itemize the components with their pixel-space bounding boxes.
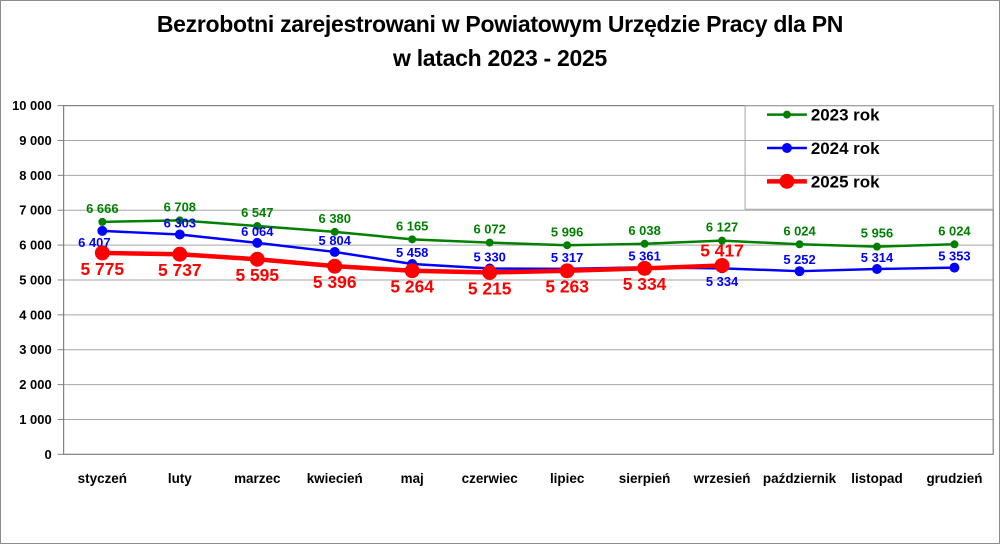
y-axis-tick-label: 2 000 [19, 377, 51, 392]
data-label: 5 595 [235, 265, 279, 285]
data-point [795, 240, 804, 249]
chart-title-line1: Bezrobotni zarejestrowani w Powiatowym U… [156, 11, 844, 37]
data-label: 6 380 [319, 211, 351, 226]
data-point [482, 265, 498, 280]
y-axis-tick-label: 6 000 [19, 238, 51, 253]
y-axis-tick-label: 9 000 [19, 133, 51, 148]
data-label: 5 263 [545, 277, 589, 297]
data-point [330, 227, 339, 236]
legend-label: 2024 rok [811, 139, 880, 158]
legend-box [744, 105, 994, 210]
data-label: 5 353 [938, 249, 970, 264]
data-label: 5 417 [700, 240, 744, 260]
data-label: 6 024 [783, 223, 816, 238]
x-axis-label: lipiec [550, 471, 585, 486]
data-label: 6 038 [628, 223, 660, 238]
y-axis-tick-label: 0 [44, 447, 51, 462]
data-point [404, 263, 420, 279]
data-label: 5 334 [623, 274, 667, 294]
data-label: 5 804 [319, 233, 352, 248]
data-point [174, 229, 185, 240]
data-label: 6 127 [706, 220, 738, 235]
data-point [98, 217, 107, 226]
data-label: 5 996 [551, 224, 583, 239]
data-label: 5 330 [473, 249, 505, 264]
y-axis-tick-label: 10 000 [12, 98, 52, 113]
data-point [949, 262, 960, 273]
data-point [718, 236, 727, 245]
data-label: 5 264 [390, 277, 434, 297]
data-point [714, 257, 730, 273]
data-label: 5 252 [783, 252, 815, 267]
x-axis-label: maj [401, 471, 424, 486]
data-point [408, 235, 417, 244]
data-label: 6 165 [396, 218, 428, 233]
series-line-2023-rok [102, 219, 955, 248]
y-axis-tick-label: 1 000 [19, 412, 51, 427]
data-label: 5 334 [706, 274, 739, 289]
data-point [252, 237, 263, 248]
data-label: 6 547 [241, 205, 273, 220]
chart-title: Bezrobotni zarejestrowani w Powiatowym U… [1, 7, 999, 75]
chart-title-line2: w latach 2023 - 2025 [393, 45, 607, 71]
data-point [175, 216, 184, 225]
data-point [97, 225, 108, 236]
data-label: 5 775 [81, 259, 125, 279]
data-label: 5 737 [158, 260, 202, 280]
x-axis-label: czerwiec [462, 471, 519, 486]
x-axis-label: styczeń [78, 471, 127, 486]
legend-marker [779, 173, 795, 189]
y-axis-tick-label: 3 000 [19, 342, 51, 357]
data-point [640, 239, 649, 248]
data-point [872, 264, 882, 275]
data-point [249, 251, 265, 267]
data-label: 5 396 [313, 272, 357, 292]
x-axis-label: wrzesień [693, 471, 751, 486]
data-label: 5 215 [468, 278, 512, 298]
x-axis-label: grudzień [926, 471, 982, 486]
data-point [253, 222, 262, 231]
data-label: 6 072 [473, 222, 505, 237]
data-point [794, 266, 805, 277]
legend-label: 2023 rok [811, 106, 880, 125]
data-label: 5 314 [861, 250, 894, 265]
data-label: 5 317 [551, 250, 583, 265]
x-axis-label: listopad [851, 471, 903, 486]
data-label: 6 708 [164, 199, 196, 214]
x-axis-label: luty [168, 471, 192, 486]
legend-label: 2025 rok [811, 172, 880, 191]
data-label: 5 361 [628, 248, 660, 263]
data-point [872, 242, 881, 251]
data-label: 5 956 [861, 226, 893, 241]
data-point [329, 246, 340, 257]
data-point [327, 258, 343, 274]
y-axis-tick-label: 8 000 [19, 168, 51, 183]
data-label: 5 458 [396, 245, 428, 260]
data-point [637, 260, 653, 276]
data-label: 6 303 [164, 216, 196, 231]
data-point [559, 263, 575, 279]
data-point [485, 238, 494, 247]
data-point [563, 241, 572, 250]
data-point [950, 240, 959, 249]
legend-marker [782, 110, 791, 119]
legend-marker [781, 142, 792, 153]
plot-border [63, 105, 994, 455]
x-axis-label: październik [763, 471, 837, 486]
y-axis-tick-label: 5 000 [19, 272, 51, 287]
data-point [172, 246, 188, 262]
data-label: 6 064 [241, 224, 274, 239]
data-label: 6 666 [86, 201, 118, 216]
x-axis-label: marzec [234, 471, 281, 486]
y-axis-tick-label: 4 000 [19, 307, 51, 322]
x-axis-label: sierpień [619, 471, 671, 486]
data-point [94, 245, 110, 261]
data-label: 6 024 [938, 223, 971, 238]
x-axis-label: kwiecień [307, 471, 363, 486]
y-axis-tick-label: 7 000 [19, 203, 51, 218]
series-line-2024-rok [102, 229, 955, 273]
